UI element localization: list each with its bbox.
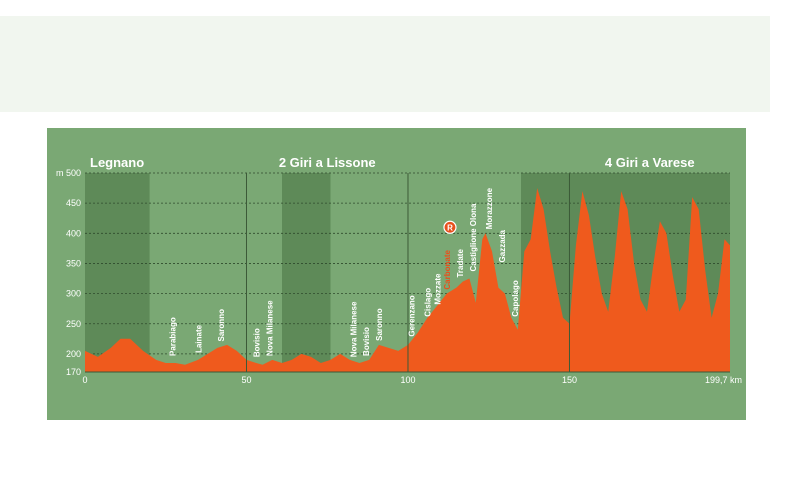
place-label: Nova Milanese <box>265 300 274 356</box>
section-title: 2 Giri a Lissone <box>279 155 376 170</box>
y-tick-label: 400 <box>66 228 81 238</box>
elevation-area <box>85 188 730 372</box>
y-tick-label: 300 <box>66 289 81 299</box>
place-label: Bovisio <box>252 328 261 357</box>
place-label: Cislago <box>424 288 433 317</box>
shaded-band <box>282 173 331 372</box>
shaded-band <box>85 173 150 372</box>
y-tick-label: 350 <box>66 258 81 268</box>
marker-circle <box>443 220 457 234</box>
x-tick-label: 199,7 km <box>705 375 742 385</box>
place-label: Morazzone <box>485 187 494 229</box>
marker-label: R <box>447 223 453 232</box>
header-band <box>0 16 770 112</box>
y-tick-label: 200 <box>66 349 81 359</box>
place-label: Capolago <box>511 280 520 317</box>
y-tick-label: m 500 <box>56 168 81 178</box>
place-label: Carbonate <box>443 249 452 289</box>
place-label: Saronno <box>217 309 226 342</box>
y-tick-label: 450 <box>66 198 81 208</box>
place-label: Gerenzano <box>407 295 416 336</box>
y-tick-label: 250 <box>66 319 81 329</box>
place-label: Gazzada <box>498 229 507 262</box>
place-label: Castiglione Olona <box>469 203 478 272</box>
place-label: Lainate <box>194 324 203 353</box>
section-title: 4 Giri a Varese <box>605 155 695 170</box>
place-label: Tradate <box>456 249 465 278</box>
y-tick-label: 170 <box>66 367 81 377</box>
x-tick-label: 150 <box>562 375 577 385</box>
place-label: Nova Milanese <box>349 301 358 357</box>
place-label: Parabiago <box>168 317 177 356</box>
place-label: Bovisio <box>362 327 371 356</box>
x-tick-label: 50 <box>241 375 251 385</box>
x-tick-label: 0 <box>82 375 87 385</box>
section-title: Legnano <box>90 155 144 170</box>
x-tick-label: 100 <box>400 375 415 385</box>
place-label: Mozzate <box>433 273 442 305</box>
place-label: Saronno <box>375 308 384 341</box>
